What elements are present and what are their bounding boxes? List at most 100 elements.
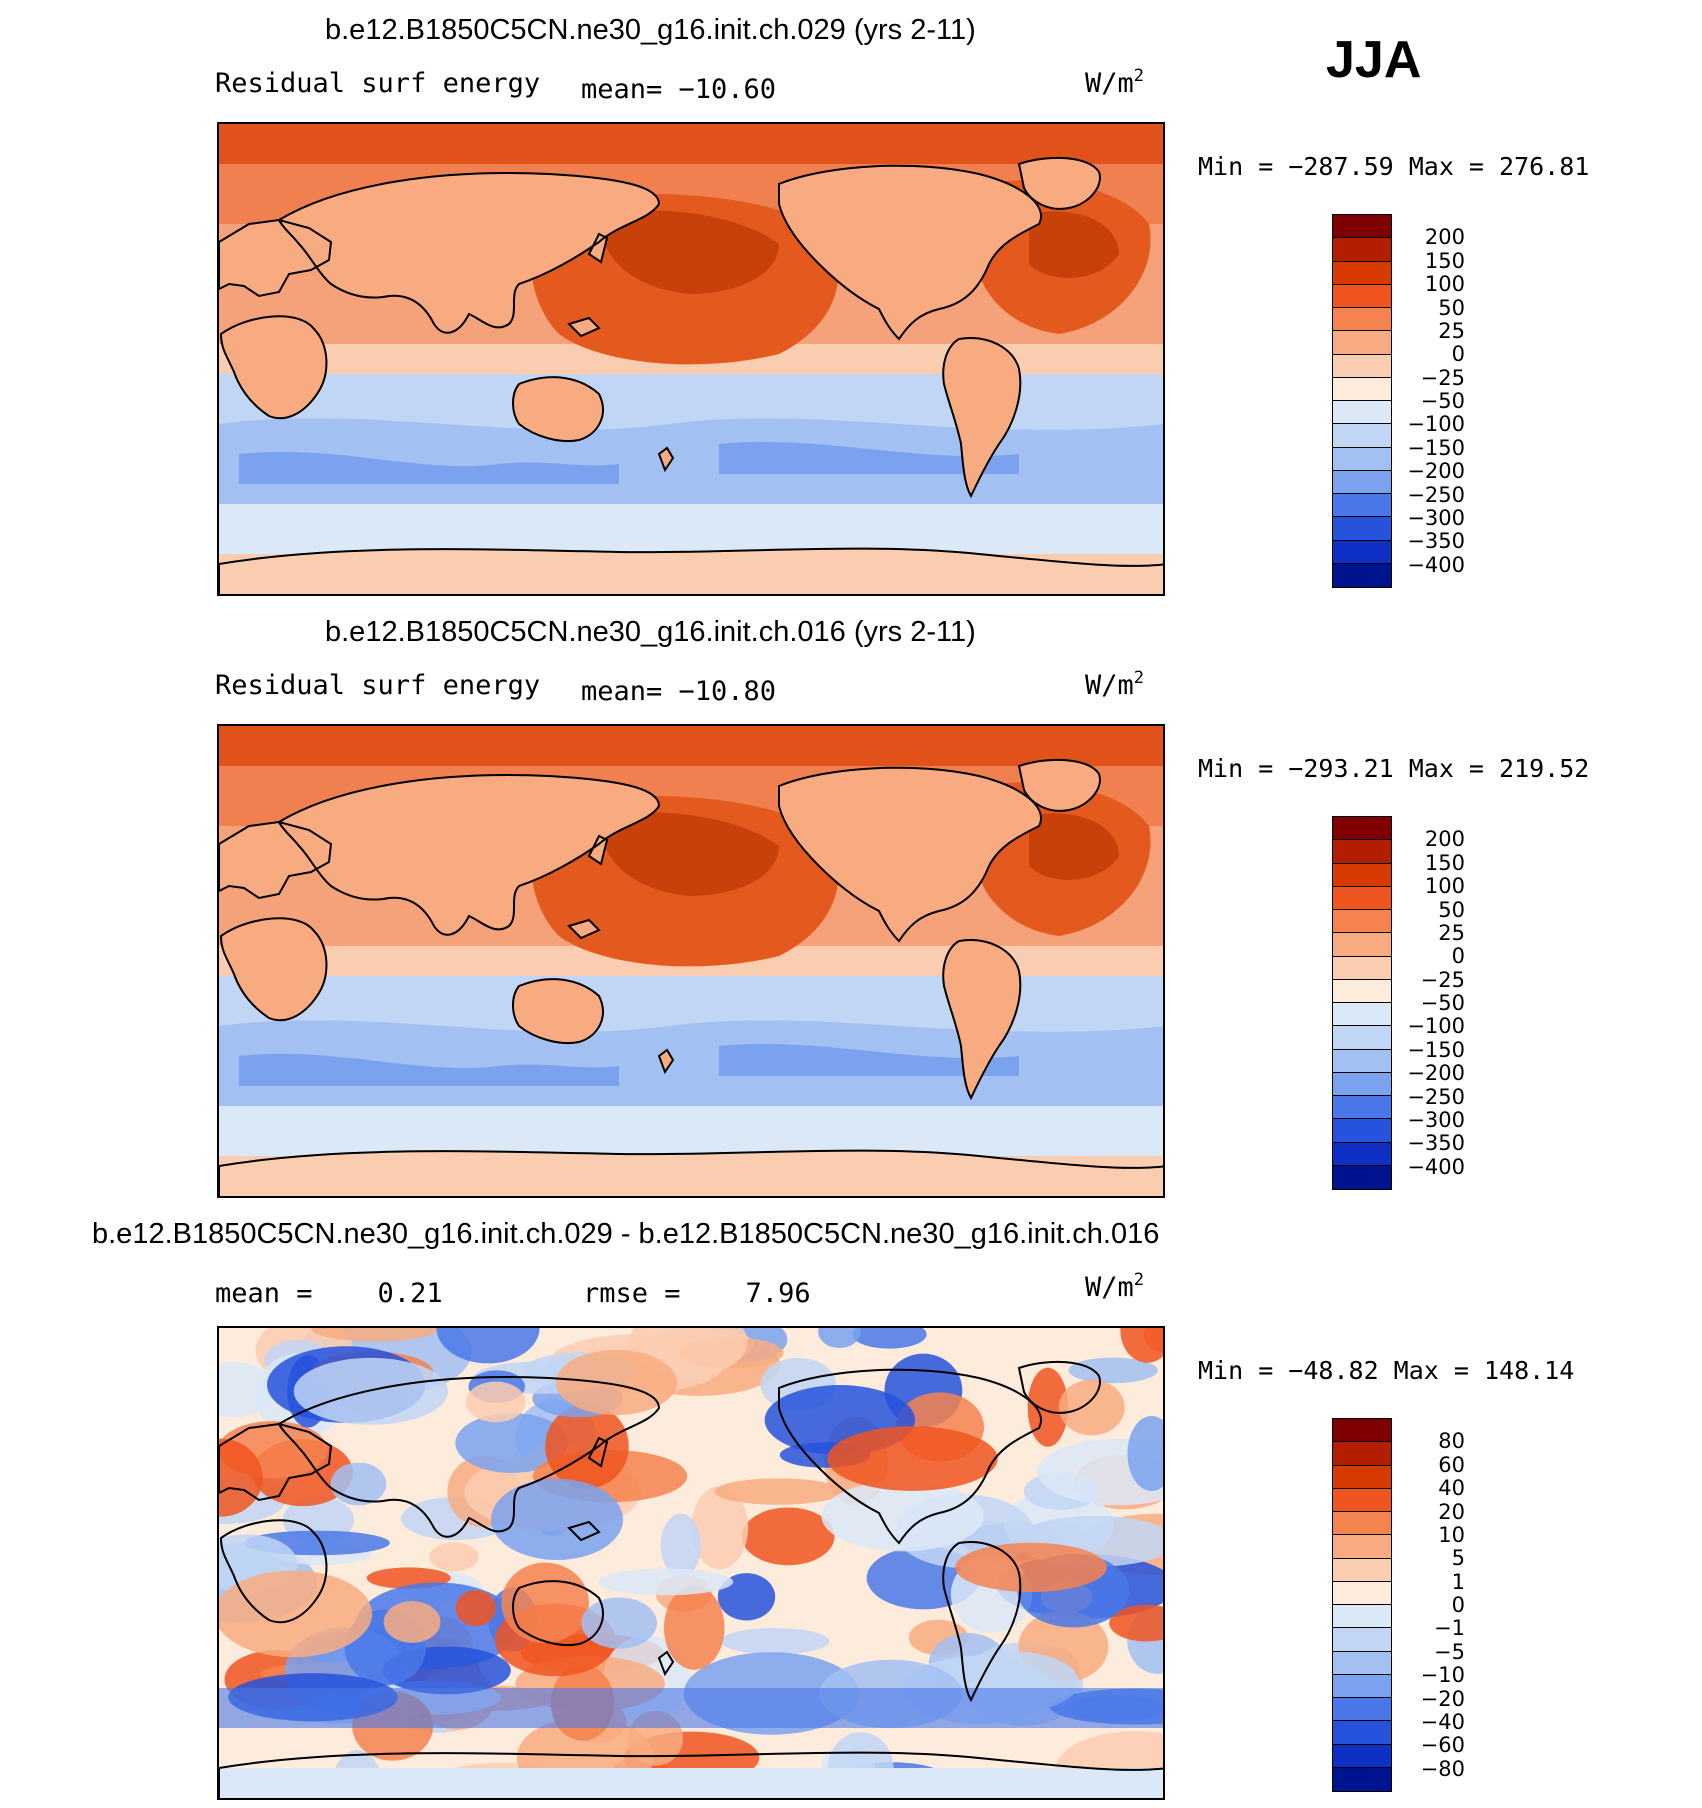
colorbar-tick-label: 50: [1438, 897, 1465, 922]
colorbar-tick-label: 100: [1424, 874, 1465, 899]
colorbar-tick-label: −300: [1407, 505, 1465, 530]
colorbar-swatch: [1333, 1581, 1391, 1605]
colorbar-swatch: [1333, 447, 1391, 471]
colorbar-swatch: [1333, 1026, 1391, 1050]
panel-3-colorbar-labels: 80 60 40 20 10 5 1 0 −1 −5 −10 −20 −40 −60 −80: [1375, 1418, 1465, 1792]
colorbar-swatch: [1333, 470, 1391, 494]
colorbar-swatch: [1333, 1419, 1391, 1443]
colorbar-swatch: [1333, 1049, 1391, 1073]
colorbar-swatch: [1333, 1096, 1391, 1120]
panel-3-rmse-label: rmse = 7.96: [583, 1278, 811, 1309]
colorbar-swatch: [1333, 1072, 1391, 1096]
colorbar-swatch: [1333, 331, 1391, 355]
colorbar-tick-label: 25: [1438, 318, 1465, 343]
colorbar-swatch: [1333, 261, 1391, 285]
colorbar-swatch: [1333, 979, 1391, 1003]
panel-1-mean-label: mean= −10.60: [581, 74, 777, 105]
colorbar-tick-label: 100: [1424, 272, 1465, 297]
colorbar-tick-label: 200: [1424, 225, 1465, 250]
colorbar-tick-label: 200: [1424, 827, 1465, 852]
panel-3-mean-label: mean = 0.21: [215, 1278, 443, 1309]
colorbar-swatch: [1333, 1605, 1391, 1629]
colorbar-swatch: [1333, 840, 1391, 864]
panel-3-colorbar: [1332, 1418, 1392, 1792]
colorbar-tick-label: 20: [1438, 1499, 1465, 1524]
colorbar-swatch: [1333, 377, 1391, 401]
colorbar-tick-label: −40: [1420, 1709, 1465, 1734]
panel-2-title: b.e12.B1850C5CN.ne30_g16.init.ch.016 (yr…: [325, 616, 976, 648]
panel-3-title: b.e12.B1850C5CN.ne30_g16.init.ch.029 - b…: [92, 1218, 1160, 1250]
colorbar-swatch: [1333, 215, 1391, 239]
colorbar-swatch: [1333, 401, 1391, 425]
colorbar-tick-label: −200: [1407, 459, 1465, 484]
panel-2-units: W/m2: [1085, 668, 1145, 701]
colorbar-tick-label: −150: [1407, 435, 1465, 460]
colorbar-tick-label: 50: [1438, 295, 1465, 320]
colorbar-tick-label: −5: [1434, 1639, 1465, 1664]
panel-3-map: [217, 1326, 1165, 1800]
colorbar-tick-label: −10: [1420, 1663, 1465, 1688]
colorbar-swatch: [1333, 886, 1391, 910]
panel-2-variable-label: Residual surf energy: [215, 670, 541, 701]
colorbar-swatch: [1333, 956, 1391, 980]
panel-1-colorbar-labels: 200 150 100 50 25 0 −25 −50 −100 −150 −200 −250 −300…: [1375, 214, 1465, 588]
colorbar-swatch: [1333, 424, 1391, 448]
colorbar-swatch: [1333, 284, 1391, 308]
colorbar-swatch: [1333, 863, 1391, 887]
colorbar-tick-label: 60: [1438, 1452, 1465, 1477]
colorbar-tick-label: 80: [1438, 1429, 1465, 1454]
colorbar-tick-label: −200: [1407, 1061, 1465, 1086]
colorbar-swatch: [1333, 1698, 1391, 1722]
panel-2-colorbar-labels: 200 150 100 50 25 0 −25 −50 −100 −150 −200 −250 −300…: [1375, 816, 1465, 1190]
colorbar-tick-label: 150: [1424, 850, 1465, 875]
colorbar-swatch: [1333, 517, 1391, 541]
colorbar-swatch: [1333, 1142, 1391, 1166]
colorbar-tick-label: −50: [1420, 991, 1465, 1015]
colorbar-tick-label: −60: [1420, 1733, 1465, 1758]
panel-3-minmax: Min = −48.82 Max = 148.14: [1198, 1356, 1575, 1385]
colorbar-swatch: [1333, 308, 1391, 332]
colorbar-swatch: [1333, 1512, 1391, 1536]
colorbar-swatch: [1333, 238, 1391, 262]
colorbar-swatch: [1333, 1767, 1391, 1791]
colorbar-tick-label: −350: [1407, 529, 1465, 554]
colorbar-tick-label: −100: [1407, 1014, 1465, 1039]
colorbar-swatch: [1333, 933, 1391, 957]
colorbar-swatch: [1333, 1442, 1391, 1466]
colorbar-swatch: [1333, 817, 1391, 841]
colorbar-swatch: [1333, 1119, 1391, 1143]
colorbar-swatch: [1333, 1651, 1391, 1675]
colorbar-tick-label: −25: [1420, 967, 1465, 992]
colorbar-tick-label: −400: [1407, 1154, 1465, 1179]
colorbar-swatch: [1333, 1003, 1391, 1027]
colorbar-swatch: [1333, 1488, 1391, 1512]
panel-2-map: [217, 724, 1165, 1198]
colorbar-swatch: [1333, 1465, 1391, 1489]
colorbar-tick-label: −25: [1420, 365, 1465, 390]
colorbar-swatch: [1333, 1558, 1391, 1582]
panel-1-title: b.e12.B1850C5CN.ne30_g16.init.ch.029 (yr…: [325, 14, 976, 46]
colorbar-tick-label: 150: [1424, 248, 1465, 273]
colorbar-tick-label: 5: [1451, 1546, 1465, 1571]
colorbar-tick-label: −150: [1407, 1037, 1465, 1062]
panel-1-colorbar: [1332, 214, 1392, 588]
panel-1-minmax: Min = −287.59 Max = 276.81: [1198, 152, 1590, 181]
colorbar-swatch: [1333, 1674, 1391, 1698]
colorbar-tick-label: 0: [1451, 1593, 1465, 1617]
colorbar-tick-label: −1: [1434, 1616, 1465, 1641]
panel-3-units: W/m2: [1085, 1270, 1145, 1303]
colorbar-swatch: [1333, 1535, 1391, 1559]
season-label: JJA: [1326, 31, 1422, 89]
colorbar-swatch: [1333, 494, 1391, 518]
colorbar-tick-label: −400: [1407, 552, 1465, 577]
colorbar-swatch: [1333, 910, 1391, 934]
colorbar-tick-label: −350: [1407, 1131, 1465, 1156]
panel-2-colorbar: [1332, 816, 1392, 1190]
panel-2-minmax: Min = −293.21 Max = 219.52: [1198, 754, 1590, 783]
colorbar-tick-label: 1: [1451, 1569, 1465, 1594]
colorbar-swatch: [1333, 1628, 1391, 1652]
colorbar-tick-label: −300: [1407, 1107, 1465, 1132]
colorbar-swatch: [1333, 1744, 1391, 1768]
colorbar-swatch: [1333, 1721, 1391, 1745]
panel-1-map-svg: [219, 124, 1163, 594]
